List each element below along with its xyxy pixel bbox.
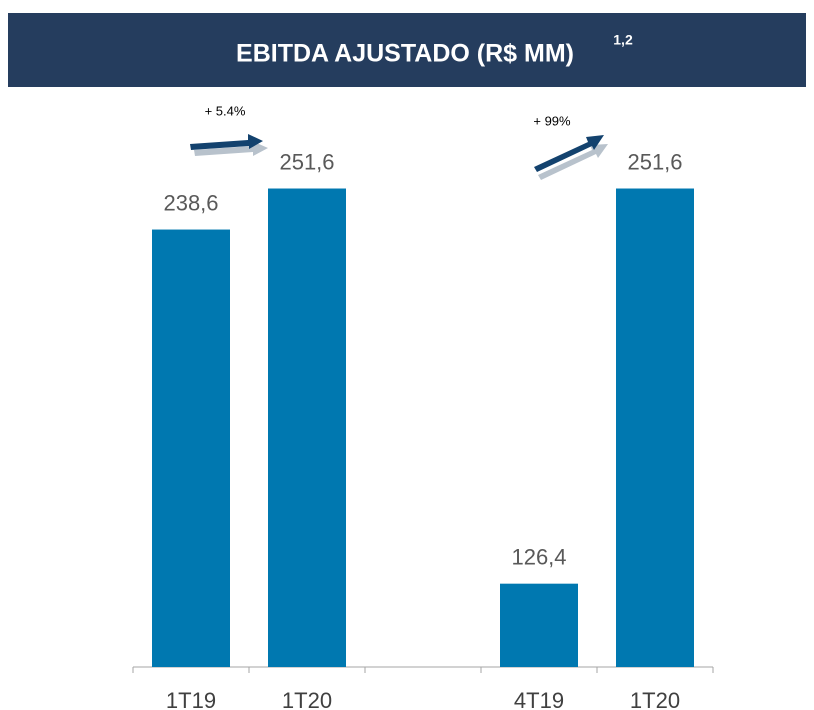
x-tick-label: 4T19 [514,688,564,710]
title-banner [8,13,806,87]
data-label: 251,6 [279,149,334,174]
bar [268,188,346,667]
chart-title: EBITDA AJUSTADO (R$ MM) [236,40,574,68]
data-label: 238,6 [163,190,218,215]
arrow-2 [534,135,608,180]
x-tick-label: 1T19 [166,688,216,710]
x-tick-label: 1T20 [282,688,332,710]
bar [616,188,694,667]
bar [152,229,230,667]
annotation: + 99% [533,113,571,128]
category-separators [132,667,714,673]
x-tick-label: 1T20 [630,688,680,710]
arrow-1 [190,134,268,156]
data-label: 251,6 [627,149,682,174]
bar [500,583,578,667]
title-superscript: 1,2 [613,32,633,48]
annotation: + 5.4% [205,103,246,118]
data-label: 126,4 [511,544,566,569]
